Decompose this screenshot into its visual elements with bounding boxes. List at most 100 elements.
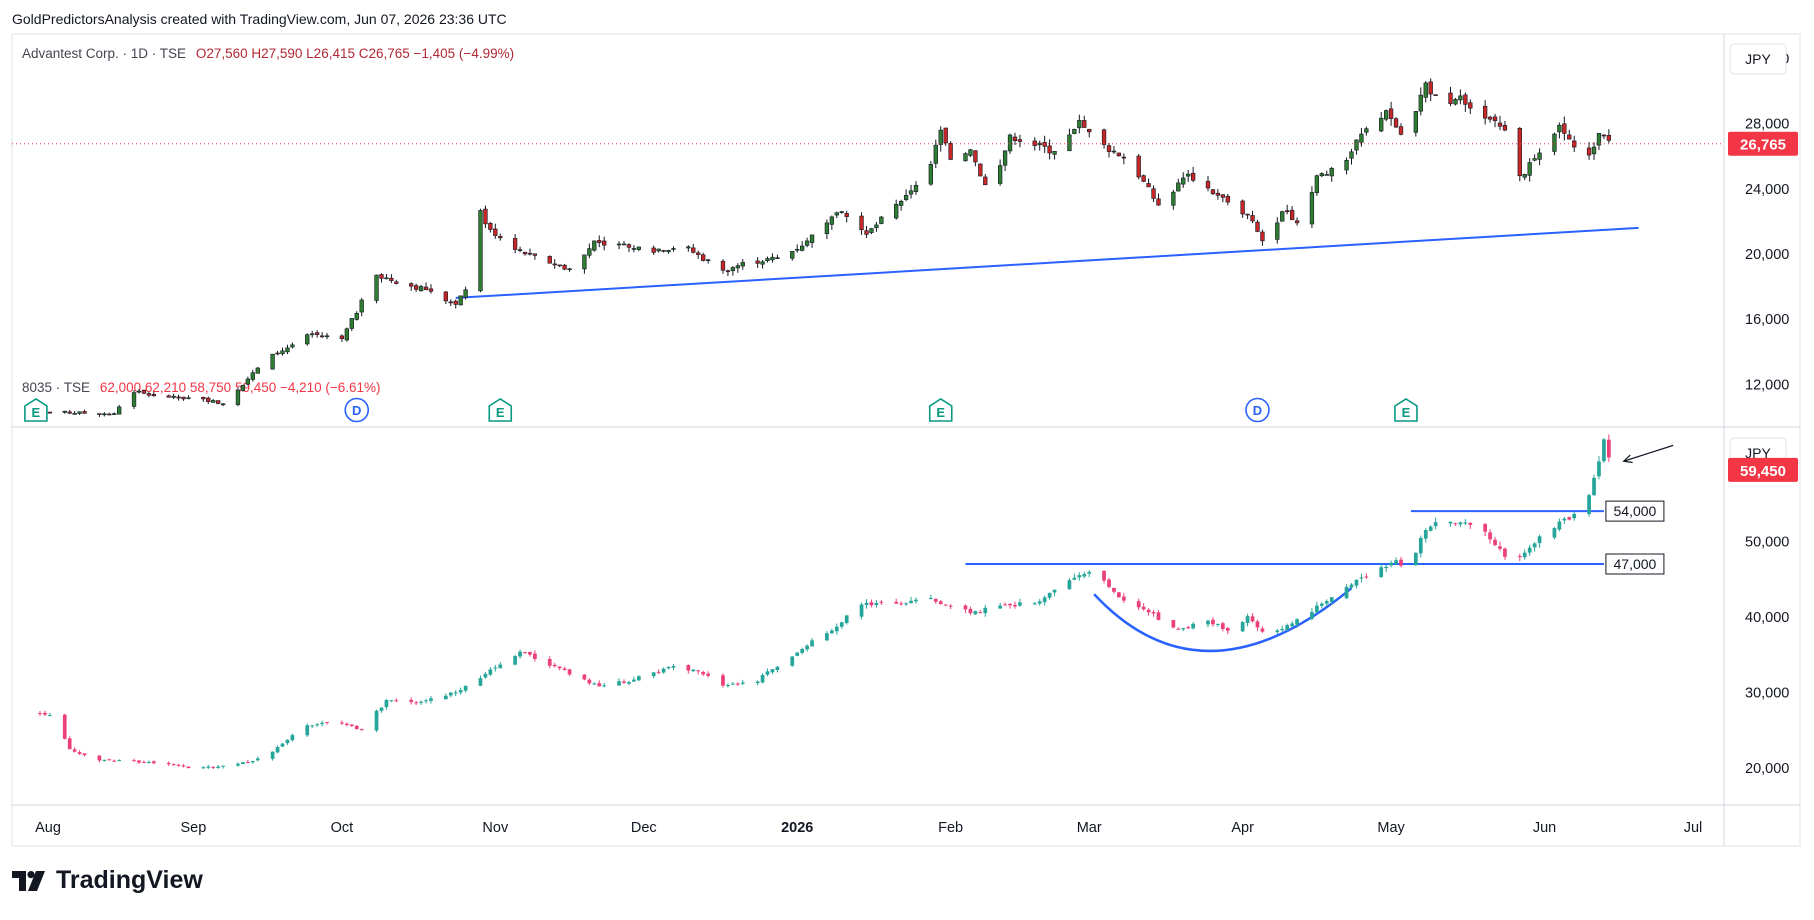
candle-body[interactable] <box>67 411 72 414</box>
candle-body[interactable] <box>394 700 399 702</box>
candle-body[interactable] <box>1324 601 1329 604</box>
candle-body[interactable] <box>1423 530 1428 539</box>
candle-body[interactable] <box>898 200 904 206</box>
candle-body[interactable] <box>914 599 918 602</box>
candle-body[interactable] <box>592 240 597 251</box>
candle-body[interactable] <box>587 679 592 684</box>
candle-body[interactable] <box>513 656 517 665</box>
candle-body[interactable] <box>1205 180 1211 189</box>
candle-body[interactable] <box>493 667 498 669</box>
candle-body[interactable] <box>1364 128 1369 133</box>
candle-body[interactable] <box>220 403 226 406</box>
candle-body[interactable] <box>67 738 72 750</box>
candle-body[interactable] <box>1601 134 1607 137</box>
candle-body[interactable] <box>62 410 67 413</box>
candle-body[interactable] <box>1151 611 1156 614</box>
candle-body[interactable] <box>691 247 696 253</box>
candle-body[interactable] <box>216 766 221 768</box>
candle-body[interactable] <box>1037 601 1042 604</box>
candle-body[interactable] <box>706 673 710 676</box>
candle-body[interactable] <box>1067 580 1072 590</box>
candle-body[interactable] <box>339 335 345 339</box>
candle-body[interactable] <box>1012 136 1018 141</box>
candle-body[interactable] <box>221 765 225 767</box>
candle-body[interactable] <box>1359 133 1364 143</box>
candle-body[interactable] <box>1344 159 1349 171</box>
candle-body[interactable] <box>1329 168 1334 177</box>
candle-body[interactable] <box>517 249 523 251</box>
candle-body[interactable] <box>448 301 453 304</box>
candle-body[interactable] <box>661 250 666 252</box>
candle-body[interactable] <box>1220 194 1225 198</box>
candle-body[interactable] <box>424 700 428 702</box>
candle-body[interactable] <box>1156 612 1161 621</box>
candle-body[interactable] <box>636 246 641 250</box>
candle-body[interactable] <box>201 396 206 400</box>
candle-body[interactable] <box>1527 162 1532 176</box>
candle-body[interactable] <box>72 413 77 415</box>
candle-body[interactable] <box>1344 586 1349 599</box>
candle-body[interactable] <box>117 406 122 415</box>
candle-body[interactable] <box>894 601 899 604</box>
candle-body[interactable] <box>1310 611 1314 619</box>
candle-body[interactable] <box>245 378 251 385</box>
candle-body[interactable] <box>354 725 359 730</box>
candle-body[interactable] <box>557 666 562 669</box>
candle-body[interactable] <box>963 153 968 162</box>
candle-body[interactable] <box>740 262 745 267</box>
candle-body[interactable] <box>48 715 52 717</box>
candle-body[interactable] <box>1216 623 1220 625</box>
candle-body[interactable] <box>493 228 498 236</box>
candle-body[interactable] <box>1121 156 1127 159</box>
candle-body[interactable] <box>1215 192 1221 196</box>
candle-body[interactable] <box>1240 200 1245 215</box>
candle-body[interactable] <box>1393 118 1399 128</box>
candle-body[interactable] <box>235 389 241 405</box>
candle-body[interactable] <box>1493 539 1497 546</box>
candle-body[interactable] <box>1413 552 1418 566</box>
candle-body[interactable] <box>523 652 527 654</box>
candle-body[interactable] <box>429 698 433 701</box>
dividend-event-marker[interactable] <box>1245 397 1270 423</box>
candle-body[interactable] <box>1002 150 1008 166</box>
candle-body[interactable] <box>315 724 320 726</box>
candle-body[interactable] <box>874 603 879 606</box>
candle-body[interactable] <box>1448 92 1453 104</box>
candle-body[interactable] <box>97 755 102 761</box>
candle-body[interactable] <box>324 335 330 338</box>
candle-body[interactable] <box>463 289 468 298</box>
candle-body[interactable] <box>582 674 587 680</box>
candle-body[interactable] <box>1498 546 1502 549</box>
candle-body[interactable] <box>255 758 260 761</box>
candle-body[interactable] <box>770 669 775 673</box>
candle-body[interactable] <box>142 761 146 763</box>
candle-body[interactable] <box>1146 183 1151 188</box>
candle-body[interactable] <box>1394 560 1398 564</box>
candle-body[interactable] <box>1483 524 1487 532</box>
candle-body[interactable] <box>512 238 518 250</box>
candle-body[interactable] <box>725 270 731 273</box>
candle-body[interactable] <box>830 630 834 634</box>
candle-body[interactable] <box>903 194 909 200</box>
candle-body[interactable] <box>1206 620 1210 625</box>
candle-body[interactable] <box>1587 495 1591 515</box>
candle-body[interactable] <box>1042 142 1047 147</box>
candle-body[interactable] <box>43 712 47 715</box>
candle-body[interactable] <box>908 190 914 195</box>
candle-body[interactable] <box>443 291 448 302</box>
candle-body[interactable] <box>770 256 775 261</box>
candle-body[interactable] <box>760 674 765 683</box>
candle-body[interactable] <box>864 230 869 235</box>
candle-body[interactable] <box>839 622 844 627</box>
candle-body[interactable] <box>1156 198 1161 206</box>
support-trendline[interactable] <box>455 226 1639 299</box>
candle-body[interactable] <box>973 150 978 163</box>
candle-body[interactable] <box>1413 111 1419 133</box>
candle-body[interactable] <box>1008 603 1012 606</box>
candle-body[interactable] <box>1383 110 1389 120</box>
candle-body[interactable] <box>384 277 389 280</box>
candle-body[interactable] <box>597 240 602 243</box>
candle-body[interactable] <box>325 722 329 724</box>
candle-body[interactable] <box>1042 597 1047 603</box>
